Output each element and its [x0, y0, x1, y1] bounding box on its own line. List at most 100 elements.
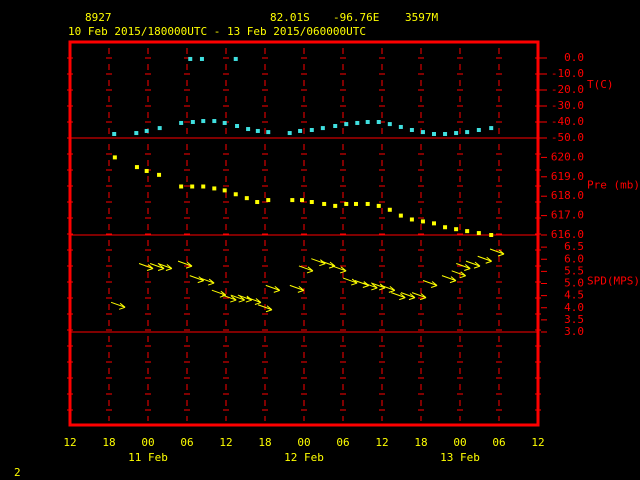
- data-point: [344, 122, 349, 127]
- y-tick-label: 617.0: [551, 209, 584, 222]
- y-tick-label: -40.0: [551, 115, 584, 128]
- x-tick-label: 18: [102, 436, 115, 449]
- data-point: [443, 132, 448, 136]
- y-tick-label: 4.5: [564, 289, 584, 302]
- data-point: [443, 225, 448, 230]
- data-point: [333, 124, 338, 128]
- day-label: 13 Feb: [440, 451, 480, 464]
- y-tick-label: 5.0: [564, 277, 584, 290]
- data-point: [222, 120, 227, 125]
- data-point: [365, 201, 370, 206]
- data-point: [266, 130, 271, 135]
- data-point: [344, 201, 349, 206]
- wind-arrow: [189, 275, 205, 284]
- data-point: [465, 229, 470, 234]
- wind-arrow: [465, 260, 481, 269]
- data-point: [144, 128, 149, 133]
- data-point: [355, 120, 360, 125]
- x-tick-label: 06: [336, 436, 349, 449]
- data-point: [157, 172, 162, 177]
- y-axis-label: Pre (mb): [587, 179, 640, 192]
- x-tick-label: 06: [180, 436, 193, 449]
- y-tick-label: -30.0: [551, 99, 584, 112]
- data-point: [255, 128, 260, 133]
- station-id: 8927: [85, 11, 112, 24]
- wind-arrow: [391, 292, 406, 301]
- x-tick-label: 06: [492, 436, 505, 449]
- data-point: [134, 131, 139, 136]
- data-point: [157, 126, 162, 131]
- y-tick-label: 0.0: [564, 51, 584, 64]
- x-tick-label: 18: [414, 436, 427, 449]
- y-tick-label: 4.0: [564, 301, 584, 314]
- wind-arrow: [257, 304, 273, 313]
- y-tick-label: -10.0: [551, 67, 584, 80]
- data-point: [465, 130, 470, 135]
- data-point: [287, 131, 292, 136]
- data-point: [188, 56, 193, 61]
- x-tick-label: 12: [531, 436, 544, 449]
- data-point: [255, 200, 260, 205]
- wind-arrow: [342, 277, 358, 286]
- data-point: [201, 184, 206, 189]
- data-point: [489, 126, 494, 131]
- data-point: [454, 131, 459, 136]
- data-point: [190, 184, 195, 189]
- x-tick-label: 00: [453, 436, 466, 449]
- data-point: [454, 227, 459, 232]
- data-point: [320, 126, 325, 131]
- wind-arrow: [110, 301, 126, 310]
- data-point: [365, 120, 370, 124]
- data-point: [309, 128, 314, 132]
- y-axis-label: SPD(MPS): [587, 275, 640, 288]
- y-tick-label: 3.0: [564, 325, 584, 338]
- wind-arrow: [157, 263, 173, 271]
- elevation: 3597M: [405, 11, 438, 24]
- wind-arrow: [199, 277, 215, 286]
- data-point: [376, 120, 381, 124]
- y-axis-label: T(C): [587, 78, 614, 91]
- y-tick-label: 3.5: [564, 313, 584, 326]
- data-point: [212, 186, 217, 191]
- x-tick-label: 18: [258, 436, 271, 449]
- wind-arrow: [289, 284, 305, 293]
- y-tick-label: 618.0: [551, 189, 584, 202]
- data-point: [222, 188, 227, 193]
- wind-arrow: [149, 263, 165, 271]
- latitude: 82.01S: [270, 11, 310, 24]
- wind-arrow: [400, 292, 416, 301]
- data-point: [354, 201, 358, 206]
- data-point: [432, 221, 436, 226]
- longitude: -96.76E: [333, 11, 379, 24]
- wind-arrow: [230, 294, 246, 303]
- data-point: [112, 132, 117, 136]
- data-point: [290, 198, 295, 203]
- y-tick-label: 5.5: [564, 264, 584, 277]
- y-tick-label: -20.0: [551, 83, 584, 96]
- wind-arrow: [456, 263, 471, 271]
- x-tick-label: 00: [141, 436, 154, 449]
- data-point: [190, 120, 195, 124]
- day-label: 12 Feb: [284, 451, 324, 464]
- wind-arrow: [363, 282, 378, 291]
- data-point: [398, 213, 403, 218]
- wind-arrow: [411, 292, 427, 301]
- data-point: [376, 203, 381, 208]
- wind-arrow: [177, 260, 193, 269]
- y-tick-label: 6.0: [564, 252, 584, 265]
- y-tick-label: 620.0: [551, 150, 584, 163]
- data-point: [333, 203, 338, 208]
- data-point: [212, 119, 217, 124]
- wind-arrow: [211, 289, 227, 298]
- wind-arrow: [265, 284, 281, 293]
- y-tick-label: -50.0: [551, 131, 584, 144]
- data-point: [144, 168, 149, 173]
- frame: [68, 40, 540, 427]
- wind-arrow: [441, 275, 457, 284]
- data-point: [387, 122, 392, 127]
- wind-arrow: [298, 265, 314, 274]
- data-point: [244, 196, 249, 201]
- data-point: [322, 201, 327, 206]
